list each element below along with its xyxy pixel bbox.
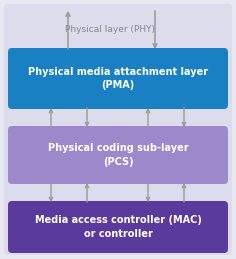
FancyBboxPatch shape <box>8 126 228 184</box>
FancyBboxPatch shape <box>4 4 232 255</box>
Text: Physical coding sub-layer
(PCS): Physical coding sub-layer (PCS) <box>48 143 188 167</box>
FancyBboxPatch shape <box>8 48 228 109</box>
FancyBboxPatch shape <box>8 201 228 253</box>
Text: Physical media attachment layer
(PMA): Physical media attachment layer (PMA) <box>28 67 208 90</box>
Text: Media access controller (MAC)
or controller: Media access controller (MAC) or control… <box>34 215 202 239</box>
Text: Physical layer (PHY): Physical layer (PHY) <box>65 25 155 34</box>
